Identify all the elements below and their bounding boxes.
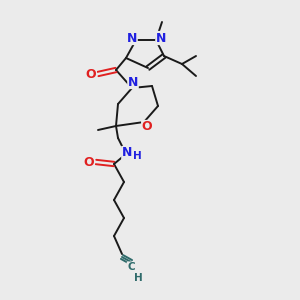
Text: N: N	[127, 32, 137, 44]
Text: N: N	[128, 76, 138, 88]
Text: H: H	[133, 151, 141, 161]
Text: H: H	[134, 273, 142, 283]
Text: O: O	[84, 155, 94, 169]
Text: O: O	[86, 68, 96, 80]
Text: N: N	[122, 146, 132, 160]
Text: C: C	[127, 262, 135, 272]
Text: O: O	[142, 121, 152, 134]
Text: N: N	[156, 32, 166, 44]
